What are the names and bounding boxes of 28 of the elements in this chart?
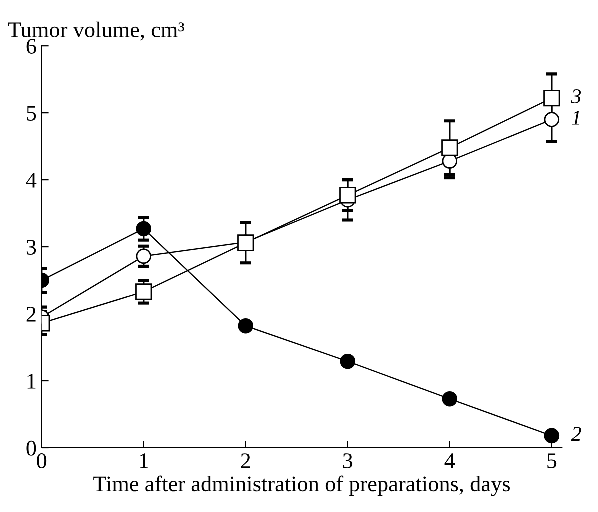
point (238, 318, 254, 334)
x-tick-label: 0 (37, 454, 47, 468)
y-tick-label: 2 (26, 307, 36, 322)
point (544, 112, 560, 128)
series-label: 2 (571, 427, 582, 441)
y-tick-label: 5 (27, 106, 36, 121)
point (340, 187, 356, 204)
y-tick-label: 6 (26, 39, 36, 54)
x-tick-label: 5 (548, 454, 557, 468)
point (544, 428, 560, 444)
x-tick-label: 4 (444, 454, 456, 468)
x-tick-label: 3 (343, 454, 353, 468)
point (136, 221, 152, 237)
point (442, 140, 458, 156)
y-tick-label: 0 (26, 440, 36, 456)
y-tick-label: 3 (26, 240, 36, 255)
point (136, 248, 152, 264)
series-label: 3 (571, 90, 582, 104)
point (544, 90, 560, 107)
series-label: 1 (572, 111, 580, 125)
point (340, 354, 356, 370)
y-tick-label: 1 (28, 374, 36, 389)
y-tick-label: 4 (26, 173, 37, 188)
point (136, 284, 152, 300)
x-tick-label: 2 (241, 454, 250, 468)
x-axis-title: Time after administration of preparations, days (94, 476, 510, 496)
x-tick-label: 1 (140, 454, 148, 468)
point (442, 391, 458, 407)
